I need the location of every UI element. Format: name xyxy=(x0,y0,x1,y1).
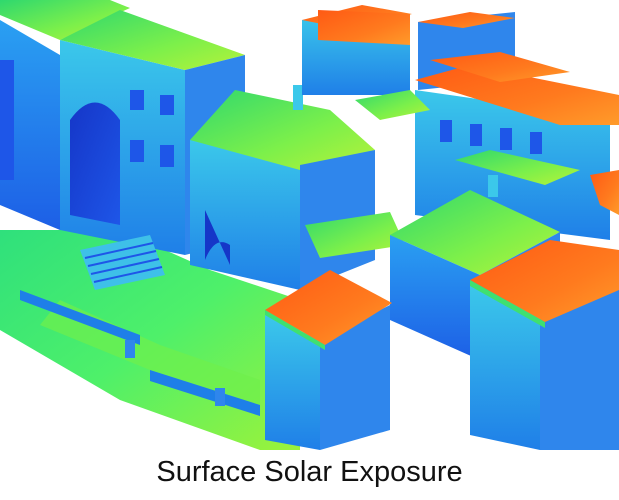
stairs xyxy=(80,235,165,290)
green-hip-roof-right xyxy=(455,150,580,185)
front-tower-roof xyxy=(265,270,392,345)
left-building-wall xyxy=(0,20,60,230)
figure-caption: Surface Solar Exposure xyxy=(156,456,463,488)
solar-exposure-render xyxy=(0,0,619,450)
middle-building-wall xyxy=(190,140,300,290)
bottom-right-roof xyxy=(470,240,619,322)
right-building-roof xyxy=(415,65,619,125)
archway xyxy=(70,102,120,225)
middle-building-roof xyxy=(190,90,375,170)
front-tower-wall xyxy=(265,315,320,450)
lower-green-roof xyxy=(390,190,560,275)
bottom-right-wall xyxy=(470,285,540,450)
